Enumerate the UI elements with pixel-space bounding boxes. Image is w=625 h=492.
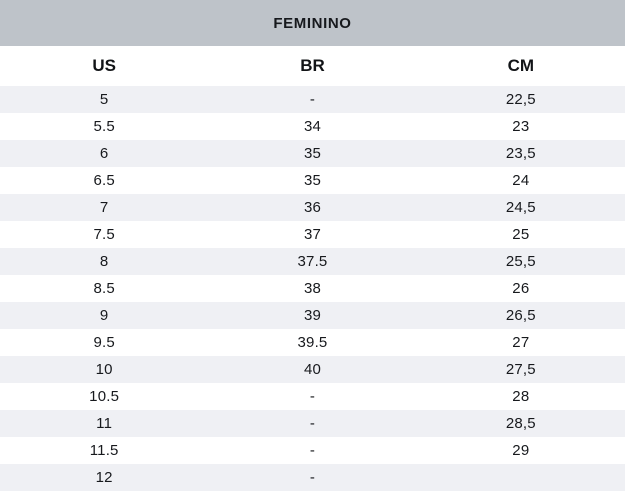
cell-cm: 29 bbox=[512, 442, 530, 459]
table-title-band: FEMININO bbox=[0, 0, 625, 46]
size-table-head: US BR CM bbox=[0, 46, 625, 86]
cell-cm: 27,5 bbox=[505, 361, 536, 378]
cell-br: 34 bbox=[303, 118, 322, 135]
cell-br: 37 bbox=[303, 226, 322, 243]
cell-us: 7.5 bbox=[93, 226, 115, 243]
cell-br: 38 bbox=[303, 280, 322, 297]
table-row: 10.5 - 28 bbox=[0, 383, 625, 410]
cell-cm: 23 bbox=[512, 118, 530, 135]
cell-br: - bbox=[309, 91, 316, 108]
cell-br: 40 bbox=[303, 361, 322, 378]
cell-cm: 25 bbox=[512, 226, 530, 243]
table-row: 6 35 23,5 bbox=[0, 140, 625, 167]
cell-cm: 23,5 bbox=[505, 145, 536, 162]
cell-us: 5.5 bbox=[93, 118, 115, 135]
cell-us: 9.5 bbox=[93, 334, 115, 351]
cell-cm: 27 bbox=[512, 334, 530, 351]
cell-us: 11.5 bbox=[89, 442, 119, 459]
table-title: FEMININO bbox=[273, 14, 352, 32]
cell-br: 39 bbox=[303, 307, 322, 324]
cell-us: 10.5 bbox=[89, 388, 120, 405]
column-header-cm: CM bbox=[416, 46, 625, 86]
cell-br: 36 bbox=[303, 199, 322, 216]
cell-br: 35 bbox=[303, 145, 322, 162]
table-row: 8 37.5 25,5 bbox=[0, 248, 625, 275]
table-row: 7 36 24,5 bbox=[0, 194, 625, 221]
cell-br: 37.5 bbox=[297, 253, 328, 270]
cell-cm: 22,5 bbox=[505, 91, 536, 108]
cell-cm: 28 bbox=[512, 388, 530, 405]
cell-us: 10 bbox=[95, 361, 113, 378]
column-header-br: BR bbox=[208, 46, 417, 86]
cell-br: - bbox=[309, 415, 316, 432]
cell-br: 39.5 bbox=[297, 334, 328, 351]
size-table-body: 5 - 22,5 5.5 34 23 6 35 23,5 6.5 35 24 7 36 24,5 7.5 37 2… bbox=[0, 86, 625, 491]
table-row: 11.5 - 29 bbox=[0, 437, 625, 464]
cell-us: 12 bbox=[95, 469, 113, 486]
table-row: 11 - 28,5 bbox=[0, 410, 625, 437]
table-row: 5 - 22,5 bbox=[0, 86, 625, 113]
cell-br: - bbox=[309, 442, 316, 459]
cell-cm: 26 bbox=[512, 280, 530, 297]
table-row: 7.5 37 25 bbox=[0, 221, 625, 248]
cell-us: 8.5 bbox=[93, 280, 115, 297]
table-row: 5.5 34 23 bbox=[0, 113, 625, 140]
cell-cm bbox=[417, 464, 625, 491]
cell-us: 8 bbox=[99, 253, 109, 270]
table-row: 9 39 26,5 bbox=[0, 302, 625, 329]
cell-br: - bbox=[309, 388, 316, 405]
table-row: 9.5 39.5 27 bbox=[0, 329, 625, 356]
cell-us: 11 bbox=[96, 415, 113, 432]
cell-us: 6.5 bbox=[93, 172, 115, 189]
column-header-row: US BR CM bbox=[0, 46, 625, 86]
cell-us: 9 bbox=[99, 307, 109, 324]
cell-cm: 28,5 bbox=[505, 415, 536, 432]
cell-cm: 26,5 bbox=[505, 307, 536, 324]
cell-us: 7 bbox=[99, 199, 109, 216]
table-row: 6.5 35 24 bbox=[0, 167, 625, 194]
table-row: 12 - bbox=[0, 464, 625, 491]
size-table: US BR CM 5 - 22,5 5.5 34 23 6 35 23,5 6.5 35 24 7 36 2… bbox=[0, 46, 625, 491]
cell-br: - bbox=[309, 469, 316, 486]
cell-br: 35 bbox=[303, 172, 322, 189]
cell-us: 6 bbox=[99, 145, 109, 162]
column-header-us: US bbox=[0, 46, 209, 86]
cell-us: 5 bbox=[99, 91, 109, 108]
table-row: 10 40 27,5 bbox=[0, 356, 625, 383]
cell-cm: 25,5 bbox=[505, 253, 536, 270]
table-row: 8.5 38 26 bbox=[0, 275, 625, 302]
cell-cm: 24 bbox=[512, 172, 530, 189]
cell-cm: 24,5 bbox=[505, 199, 536, 216]
